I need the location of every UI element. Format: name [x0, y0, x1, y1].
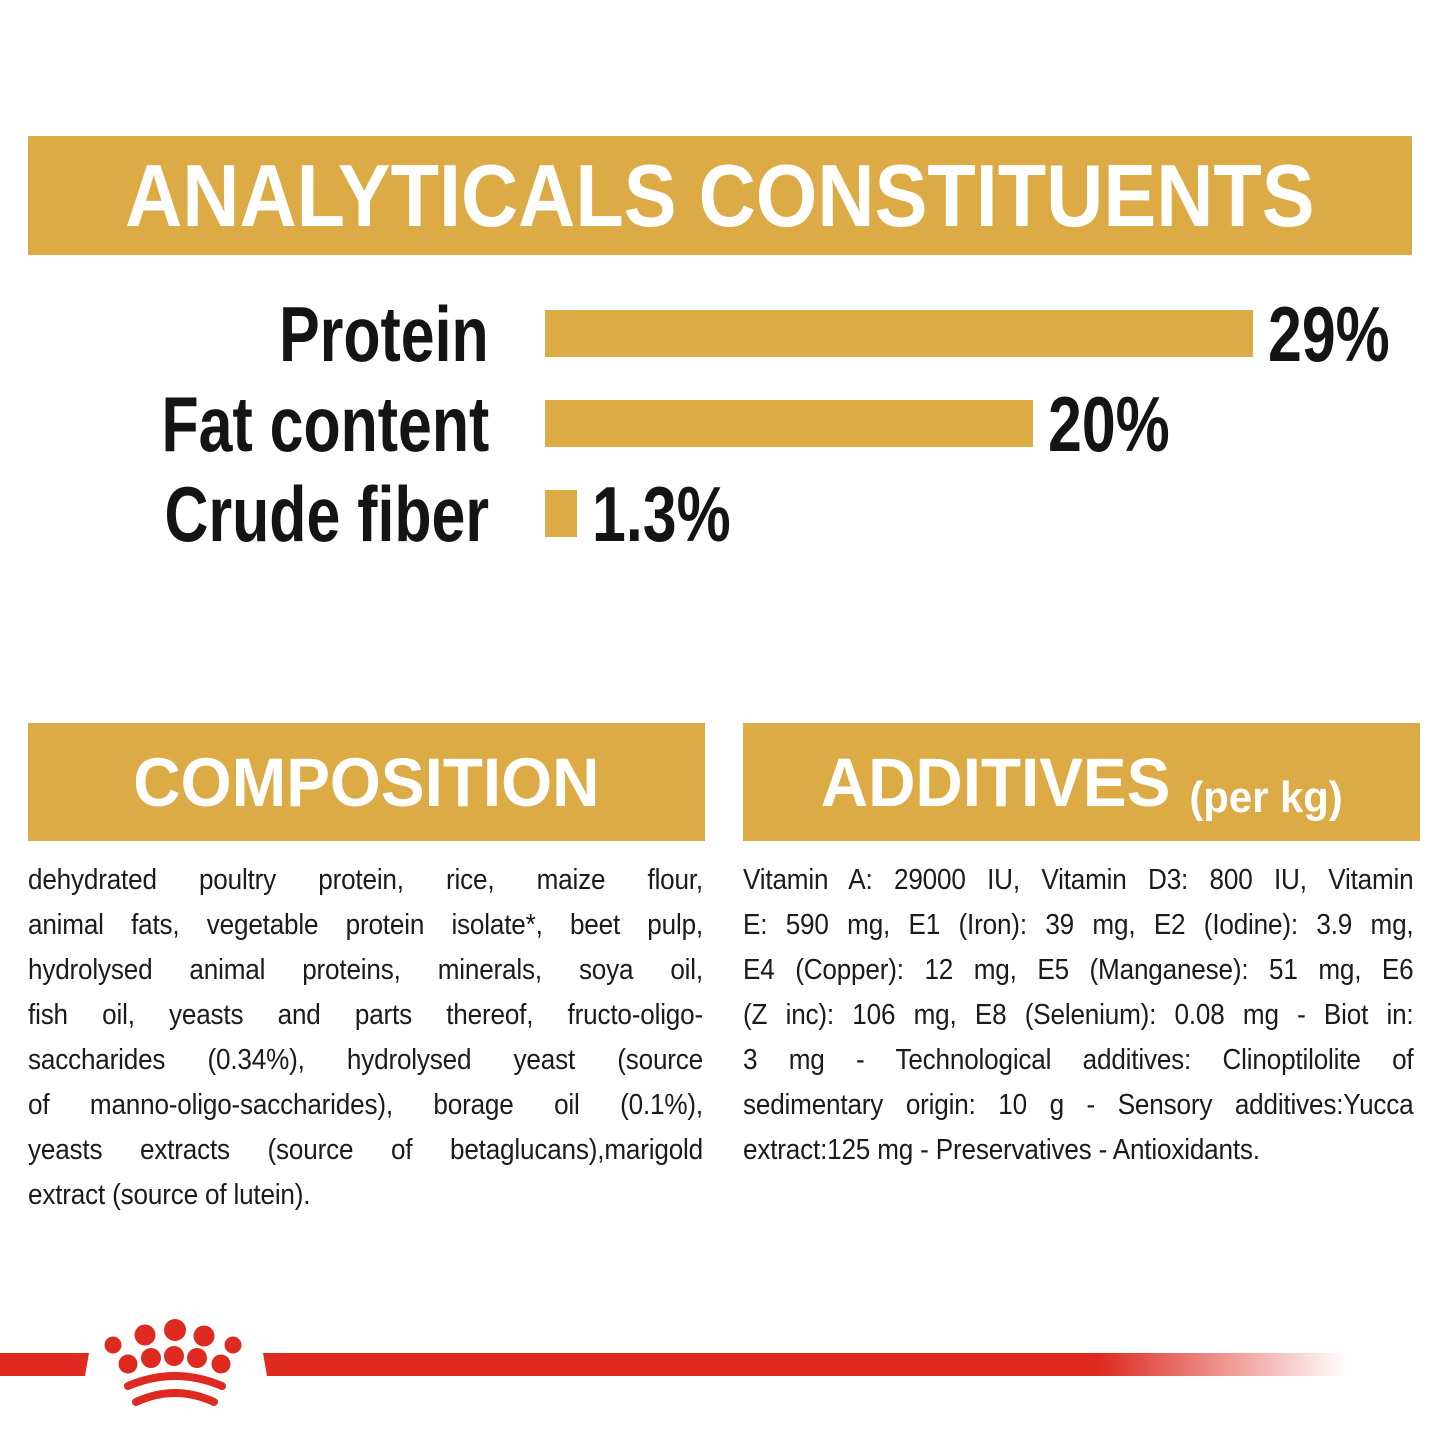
- additives-title-wrap: ADDITIVES (per kg): [820, 743, 1343, 822]
- bar-value: 1.3%: [592, 475, 770, 553]
- additives-header-bar: ADDITIVES (per kg): [743, 723, 1420, 841]
- additives-title: ADDITIVES: [820, 743, 1171, 821]
- bar-category-label: Fat content: [0, 385, 489, 463]
- composition-text: dehydrated poultry protein, rice, maize …: [28, 858, 703, 1218]
- bar-category-label: Crude fiber: [0, 475, 489, 553]
- bar-category-label-text: Protein: [279, 289, 489, 378]
- text-line: animal fats, vegetable protein isolate*,…: [28, 909, 703, 941]
- bar-row: Crude fiber 1.3%: [0, 475, 1445, 553]
- text-line: E: 590 mg, E1 (Iron): 39 mg, E2 (Iodine)…: [743, 909, 1414, 941]
- bar-category-label-text: Crude fiber: [164, 469, 489, 558]
- bar-value: 20%: [1048, 385, 1204, 463]
- analyticals-header-title: ANALYTICALS CONSTITUENTS: [125, 145, 1315, 245]
- text-line: extract:125 mg - Preservatives - Antioxi…: [743, 1134, 1260, 1166]
- text-line: extract (source of lutein).: [28, 1179, 311, 1211]
- royal-canin-crown-logo: [104, 1319, 242, 1406]
- bar-row: Protein 29%: [0, 295, 1445, 373]
- composition-title: COMPOSITION: [133, 743, 600, 821]
- composition-header-bar: COMPOSITION: [28, 723, 705, 841]
- text-line: yeasts extracts (source of betaglucans),…: [28, 1134, 703, 1166]
- text-line: hydrolysed animal proteins, minerals, so…: [28, 954, 703, 986]
- footer-stripe-left: [0, 1353, 89, 1376]
- bar: [545, 310, 1253, 357]
- text-line: sedimentary origin: 10 g - Sensory addit…: [743, 1089, 1414, 1121]
- text-line: of manno-oligo-saccharides), borage oil …: [28, 1089, 703, 1121]
- bar: [545, 490, 577, 537]
- bar-value-text: 20%: [1048, 379, 1170, 468]
- text-line: (Z inc): 106 mg, E8 (Selenium): 0.08 mg …: [743, 999, 1414, 1031]
- bar-row: Fat content 20%: [0, 385, 1445, 463]
- bar: [545, 400, 1033, 447]
- additives-per-kg-label: (per kg): [1189, 772, 1343, 822]
- bar-value-text: 1.3%: [592, 469, 731, 558]
- text-line: saccharides (0.34%), hydrolysed yeast (s…: [28, 1044, 703, 1076]
- text-line: fish oil, yeasts and parts thereof, fruc…: [28, 999, 703, 1031]
- text-line: dehydrated poultry protein, rice, maize …: [28, 864, 703, 896]
- text-line: 3 mg - Technological additives: Clinopti…: [743, 1044, 1414, 1076]
- text-line: E4 (Copper): 12 mg, E5 (Manganese): 51 m…: [743, 954, 1414, 986]
- bar-category-label-text: Fat content: [161, 379, 489, 468]
- bar-category-label: Protein: [0, 295, 489, 373]
- bar-value-text: 29%: [1268, 289, 1390, 378]
- text-line: Vitamin A: 29000 IU, Vitamin D3: 800 IU,…: [743, 864, 1414, 896]
- footer-stripe-right: [263, 1353, 1348, 1376]
- analyticals-header-bar: ANALYTICALS CONSTITUENTS: [28, 136, 1412, 255]
- additives-text: Vitamin A: 29000 IU, Vitamin D3: 800 IU,…: [743, 858, 1414, 1173]
- bar-value: 29%: [1268, 295, 1424, 373]
